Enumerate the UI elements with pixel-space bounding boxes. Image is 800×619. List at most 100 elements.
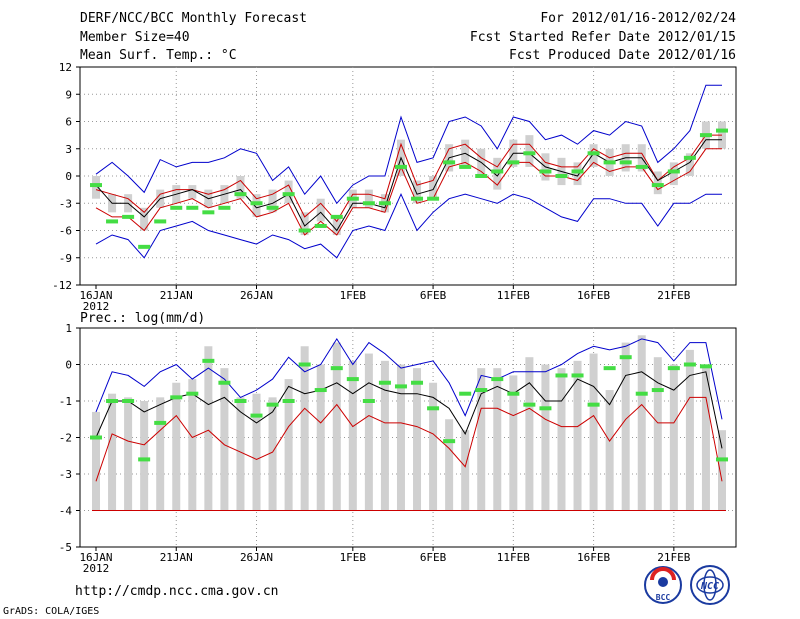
temp-ytick-label: 12	[59, 61, 72, 74]
temp-xtick-label: 11FEB	[497, 289, 530, 302]
temp-xtick-label: 16JAN	[79, 289, 112, 302]
prec-xtick-label: 26JAN	[240, 551, 273, 564]
temp-climatology-mark	[587, 151, 600, 156]
prec-climatology-mark	[635, 391, 648, 396]
prec-climatology-mark	[250, 413, 263, 418]
prec-climatology-mark	[699, 364, 712, 369]
prec-climatology-mark	[716, 457, 728, 462]
forecast-start-date: Fcst Started Refer Date 2012/01/15	[469, 30, 736, 45]
temp-xtick-label: 21JAN	[160, 289, 193, 302]
prec-climatology-mark	[330, 366, 343, 371]
temp-ensemble-box	[653, 171, 662, 195]
temp-climatology-mark	[523, 151, 536, 156]
prec-ytick-label: -1	[59, 395, 72, 408]
prec-ensemble-box	[429, 382, 438, 511]
temp-climatology-mark	[571, 169, 584, 174]
prec-climatology-mark	[587, 402, 600, 407]
prec-ensemble-box	[332, 342, 341, 511]
prec-xtick-label: 16FEB	[577, 551, 610, 564]
temp-climatology-mark	[138, 244, 151, 249]
prec-ytick-label: -3	[59, 468, 72, 481]
temp-ensemble-box	[413, 180, 422, 204]
temp-ytick-label: -6	[59, 225, 72, 238]
prec-ensemble-box	[268, 397, 277, 511]
temp-ensemble-box	[316, 198, 325, 222]
grads-credit: GrADS: COLA/IGES	[3, 606, 100, 617]
member-size: Member Size=40	[80, 30, 190, 45]
temp-xtick-label: 2012	[83, 300, 110, 313]
temp-series-min	[95, 192, 722, 259]
temp-ensemble-box	[332, 216, 341, 236]
temp-climatology-mark	[667, 169, 680, 174]
temp-ensemble-box	[589, 144, 598, 167]
temp-ensemble-box	[685, 153, 694, 176]
prec-ensemble-box	[380, 360, 389, 511]
temp-xtick-label: 1FEB	[340, 289, 367, 302]
prec-ytick-label: 0	[65, 359, 72, 372]
prec-ensemble-box	[718, 430, 726, 511]
prec-ensemble-box	[493, 368, 502, 511]
prec-ensemble-box	[220, 368, 229, 511]
temp-climatology-mark	[362, 201, 375, 206]
temp-climatology-mark	[314, 223, 327, 228]
prec-climatology-mark	[491, 377, 504, 382]
prec-ensemble-box	[204, 346, 213, 511]
prec-climatology-mark	[523, 402, 536, 407]
prec-ensemble-box	[653, 357, 662, 511]
temp-climatology-mark	[122, 214, 135, 219]
prec-climatology-mark	[90, 435, 102, 440]
top-panel-variable: Mean Surf. Temp.: °C	[80, 48, 237, 63]
temp-climatology-mark	[683, 155, 696, 160]
prec-ensemble-box	[140, 401, 149, 511]
temp-climatology-mark	[90, 183, 102, 188]
prec-ensemble-box	[284, 379, 293, 511]
prec-ensemble-box	[637, 335, 646, 511]
prec-climatology-mark	[106, 399, 119, 403]
temp-climatology-mark	[619, 160, 632, 165]
prec-climatology-mark	[475, 388, 488, 393]
prec-climatology-mark	[282, 399, 295, 403]
temp-climatology-mark	[555, 174, 568, 178]
prec-ensemble-box	[461, 430, 470, 511]
prec-ytick-label: -5	[59, 541, 72, 554]
prec-series-max	[95, 337, 723, 420]
temp-ensemble-box	[493, 157, 502, 190]
prec-climatology-mark	[651, 388, 664, 393]
temp-climatology-mark	[330, 214, 343, 219]
temp-ensemble-box	[140, 207, 149, 231]
prec-climatology-mark	[170, 395, 183, 400]
prec-climatology-mark	[186, 391, 199, 396]
prec-climatology-mark	[138, 457, 151, 462]
temp-climatology-mark	[250, 201, 263, 206]
temp-climatology-mark	[346, 196, 359, 201]
prec-climatology-mark	[298, 362, 311, 367]
temp-ensemble-box	[188, 185, 197, 199]
prec-ytick-label: -2	[59, 432, 72, 445]
temp-ytick-label: -12	[52, 279, 72, 292]
forecast-period: For 2012/01/16-2012/02/24	[540, 11, 736, 26]
temp-ytick-label: 6	[65, 116, 72, 129]
prec-climatology-mark	[266, 402, 279, 407]
temp-climatology-mark	[266, 205, 279, 210]
prec-xtick-label: 21FEB	[657, 551, 690, 564]
prec-ensemble-box	[541, 364, 550, 511]
prec-climatology-mark	[443, 439, 456, 444]
temp-series-upper	[95, 134, 722, 223]
prec-climatology-mark	[378, 380, 391, 385]
prec-ensemble-box	[124, 397, 133, 511]
prec-climatology-mark	[234, 399, 247, 403]
temp-climatology-mark	[603, 160, 616, 165]
temp-climatology-mark	[298, 228, 311, 233]
prec-climatology-mark	[314, 388, 327, 393]
prec-climatology-mark	[539, 406, 552, 411]
temp-ensemble-box	[92, 176, 100, 199]
prec-series-p_lower	[95, 396, 723, 482]
temp-climatology-mark	[202, 210, 215, 215]
temp-climatology-mark	[475, 174, 488, 178]
prec-climatology-mark	[122, 399, 135, 403]
prec-climatology-mark	[154, 420, 167, 425]
source-url: http://cmdp.ncc.cma.gov.cn	[75, 584, 279, 599]
temp-ytick-label: 3	[65, 143, 72, 156]
